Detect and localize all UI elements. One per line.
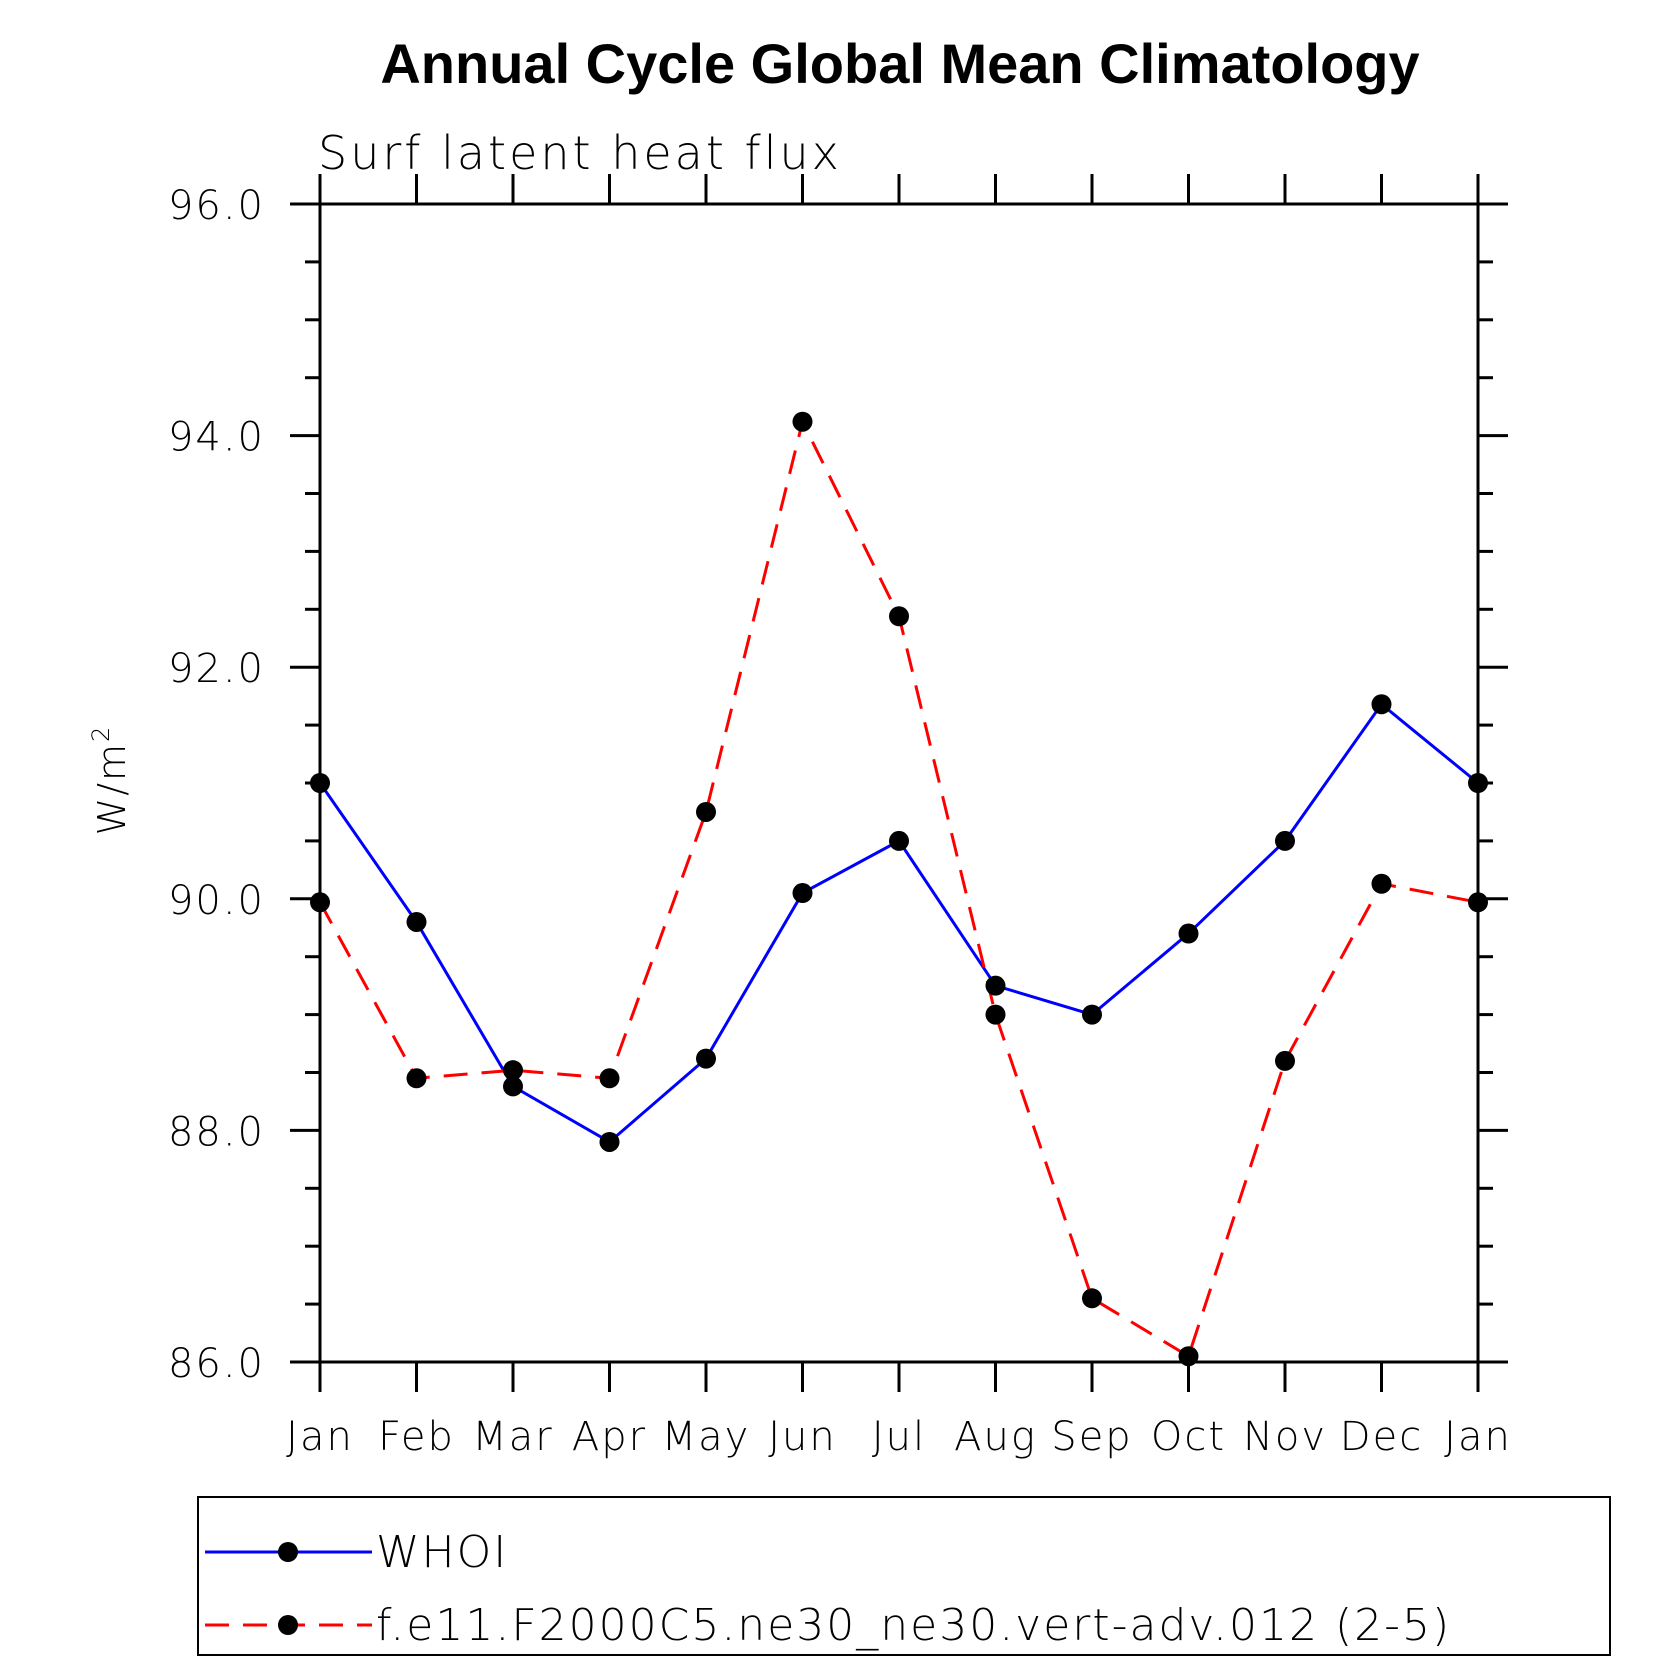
plot-frame — [318, 202, 1480, 1364]
data-point-series-1 — [1275, 830, 1295, 851]
data-point-series-2 — [599, 1068, 620, 1089]
plot-layer: Jan Feb Mar Apr May Jun Jul Aug Sep Oct Nov Dec Jan 8… — [168, 174, 1512, 1460]
data-point-series-1 — [985, 975, 1006, 996]
y-tick-label: 96.0 — [168, 183, 265, 229]
y-tick-label: 94.0 — [168, 415, 265, 461]
legend: WHOI f.e11.F2000C5.ne30_ne30.vert-adv.012… — [197, 1496, 1611, 1656]
data-point-series-1 — [503, 1076, 523, 1097]
x-tick-label: May — [662, 1414, 751, 1460]
data-point-series-2 — [1082, 1288, 1102, 1309]
legend-box — [197, 1496, 1611, 1656]
data-point-series-2 — [503, 1060, 523, 1081]
legend-label-2: f.e11.F2000C5.ne30_ne30.vert-adv.012 (2-… — [376, 1600, 1451, 1651]
chart-title: Annual Cycle Global Mean Climatology — [380, 32, 1419, 95]
data-point-series-1 — [696, 1048, 716, 1069]
data-point-series-2 — [696, 801, 716, 822]
x-tick-label: Mar — [472, 1414, 553, 1460]
y-axis-label-base: W/m — [90, 742, 134, 835]
y-axis-label: W/m2 — [87, 725, 134, 836]
data-point-series-1 — [1178, 923, 1199, 944]
legend-marker-1 — [278, 1542, 298, 1562]
data-point-series-1 — [1468, 773, 1488, 793]
x-tick-label: Jan — [286, 1414, 354, 1460]
data-point-series-2 — [310, 892, 330, 913]
data-point-series-2 — [406, 1068, 427, 1089]
x-tick-label: Oct — [1151, 1414, 1226, 1460]
data-point-series-2 — [1371, 873, 1392, 894]
legend-label-1: WHOI — [376, 1527, 508, 1578]
x-tick-label: Jul — [872, 1414, 926, 1460]
x-tick-label: Dec — [1340, 1414, 1423, 1460]
data-point-series-2 — [985, 1004, 1006, 1025]
y-axis-label-superscript: 2 — [87, 725, 115, 742]
data-point-series-1 — [406, 911, 427, 932]
y-tick-label: 90.0 — [168, 878, 265, 924]
series-line-2 — [318, 417, 1479, 1359]
x-tick-label: Aug — [954, 1414, 1037, 1460]
data-point-series-2 — [1178, 1346, 1199, 1367]
x-tick-label: Jun — [768, 1414, 837, 1460]
x-tick-label: Nov — [1243, 1414, 1327, 1460]
legend-marker-2 — [278, 1615, 298, 1635]
x-tick-label: Feb — [378, 1414, 455, 1460]
y-tick-label: 92.0 — [168, 646, 265, 692]
y-tick-label: 88.0 — [168, 1109, 265, 1155]
data-point-series-2 — [889, 606, 909, 627]
x-tick-label: Apr — [572, 1414, 647, 1460]
y-tick-label: 86.0 — [168, 1341, 265, 1387]
data-point-series-1 — [599, 1131, 620, 1152]
data-point-series-1 — [889, 830, 909, 851]
data-point-series-1 — [310, 773, 330, 793]
series-line-1 — [318, 702, 1479, 1144]
data-point-series-1 — [1082, 1004, 1102, 1025]
x-tick-label: Jan — [1444, 1414, 1512, 1460]
x-tick-label: Sep — [1051, 1414, 1132, 1460]
data-point-series-2 — [792, 411, 813, 432]
data-point-series-1 — [1371, 694, 1392, 715]
data-point-series-2 — [1275, 1050, 1295, 1071]
data-point-series-1 — [792, 883, 813, 904]
data-point-series-2 — [1468, 892, 1488, 913]
chart-subtitle: Surf latent heat flux — [318, 126, 842, 180]
